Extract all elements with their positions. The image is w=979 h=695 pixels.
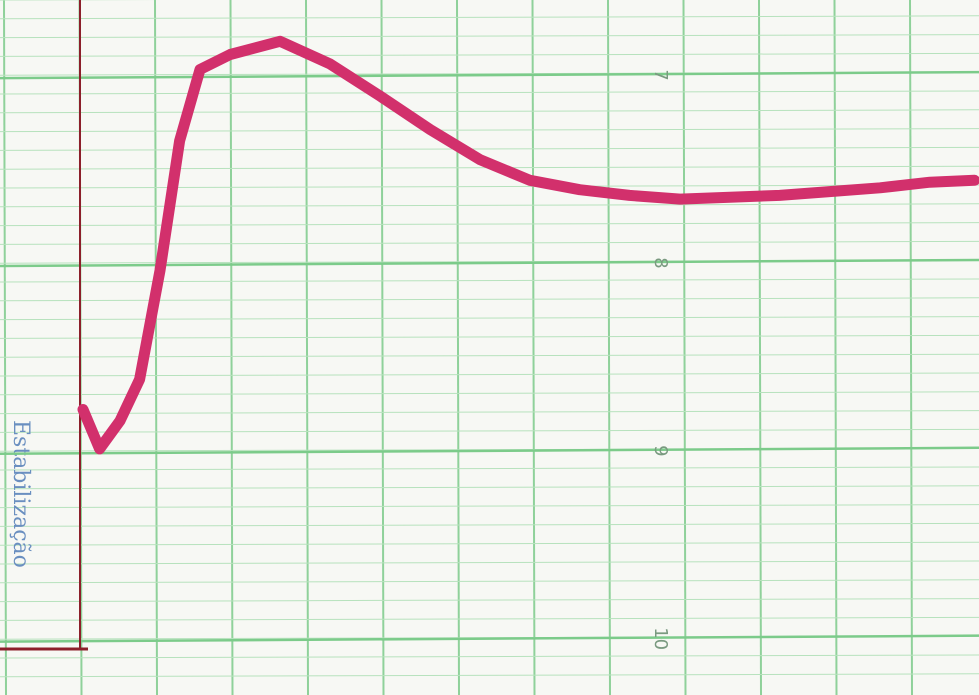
chart: Estabilização 7 8 9 10 [0, 0, 979, 695]
handwritten-note: Estabilização [8, 420, 33, 568]
y-tick-label: 8 [650, 257, 671, 268]
y-tick-label: 10 [650, 627, 671, 650]
y-tick-label: 7 [650, 69, 671, 80]
y-tick-label: 9 [650, 445, 671, 456]
